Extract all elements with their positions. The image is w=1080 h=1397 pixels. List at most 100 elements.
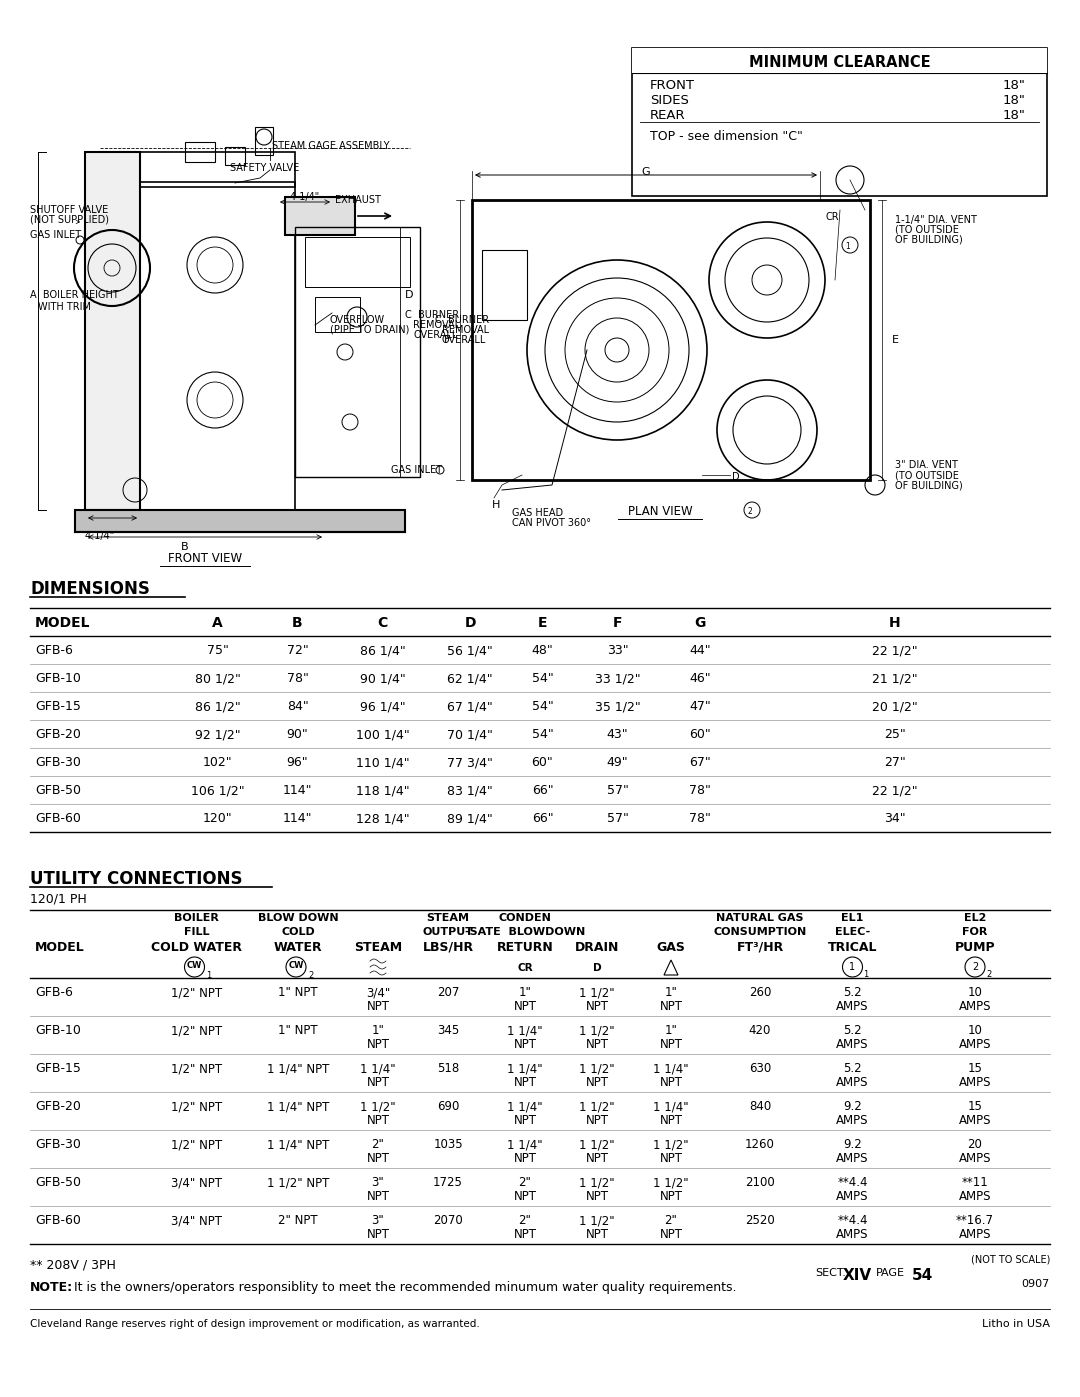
Text: 2" NPT: 2" NPT bbox=[279, 1214, 318, 1227]
Text: 1 1/2": 1 1/2" bbox=[653, 1139, 689, 1151]
Text: 1 1/2": 1 1/2" bbox=[653, 1176, 689, 1189]
Bar bbox=[472, 200, 870, 481]
Text: WATER: WATER bbox=[273, 942, 322, 954]
Text: NPT: NPT bbox=[366, 1113, 390, 1127]
Text: (PIPE TO DRAIN): (PIPE TO DRAIN) bbox=[330, 326, 409, 335]
Text: 1/2" NPT: 1/2" NPT bbox=[171, 1139, 222, 1151]
Text: 2": 2" bbox=[372, 1139, 384, 1151]
Text: 1" NPT: 1" NPT bbox=[279, 986, 318, 999]
Text: NPT: NPT bbox=[660, 1113, 683, 1127]
Text: 25": 25" bbox=[885, 728, 906, 740]
Text: AMPS: AMPS bbox=[836, 1038, 868, 1051]
Text: G: G bbox=[694, 616, 705, 630]
Text: 46": 46" bbox=[689, 672, 711, 685]
Text: 1": 1" bbox=[664, 986, 677, 999]
Text: A  BOILER HEIGHT: A BOILER HEIGHT bbox=[30, 291, 119, 300]
Text: 1: 1 bbox=[846, 242, 850, 251]
Bar bbox=[85, 152, 140, 510]
Text: COLD WATER: COLD WATER bbox=[151, 942, 242, 954]
Text: 47": 47" bbox=[689, 700, 711, 712]
Text: SHUTOFF VALVE: SHUTOFF VALVE bbox=[30, 205, 108, 215]
Text: EL2: EL2 bbox=[963, 914, 986, 923]
Text: 1 1/2": 1 1/2" bbox=[579, 1139, 615, 1151]
Text: NPT: NPT bbox=[660, 1000, 683, 1013]
Text: 2: 2 bbox=[747, 507, 753, 515]
Text: ELEC-: ELEC- bbox=[835, 928, 870, 937]
Text: STEAM: STEAM bbox=[427, 914, 470, 923]
Text: 5.2: 5.2 bbox=[843, 1024, 862, 1037]
Text: PLAN VIEW: PLAN VIEW bbox=[627, 504, 692, 518]
Text: NPT: NPT bbox=[513, 1076, 537, 1090]
Bar bbox=[632, 47, 1047, 73]
Bar bbox=[305, 237, 410, 286]
Text: 78": 78" bbox=[689, 784, 711, 798]
Text: OUTPUT: OUTPUT bbox=[422, 928, 473, 937]
Text: 70 1/4": 70 1/4" bbox=[447, 728, 492, 740]
Text: 120": 120" bbox=[203, 812, 232, 826]
Text: GFB-50: GFB-50 bbox=[35, 1176, 81, 1189]
Text: OF BUILDING): OF BUILDING) bbox=[895, 481, 962, 490]
Text: D: D bbox=[405, 291, 414, 300]
Text: 75": 75" bbox=[206, 644, 229, 657]
Text: 207: 207 bbox=[436, 986, 459, 999]
Text: MINIMUM CLEARANCE: MINIMUM CLEARANCE bbox=[748, 54, 930, 70]
Text: **11: **11 bbox=[961, 1176, 988, 1189]
Text: NPT: NPT bbox=[585, 1038, 608, 1051]
Text: 2: 2 bbox=[986, 970, 991, 979]
Text: 22 1/2": 22 1/2" bbox=[873, 644, 918, 657]
Text: 1 1/2": 1 1/2" bbox=[579, 1099, 615, 1113]
Text: 4 1/4": 4 1/4" bbox=[85, 531, 114, 541]
Text: GAS: GAS bbox=[657, 942, 686, 954]
Text: 1 1/4": 1 1/4" bbox=[508, 1099, 543, 1113]
Text: 1 1/4" NPT: 1 1/4" NPT bbox=[267, 1139, 329, 1151]
Text: 83 1/4": 83 1/4" bbox=[447, 784, 492, 798]
Text: FT³/HR: FT³/HR bbox=[737, 942, 784, 954]
Text: 49": 49" bbox=[607, 756, 629, 768]
Text: 1 1/4": 1 1/4" bbox=[508, 1024, 543, 1037]
Text: FRONT VIEW: FRONT VIEW bbox=[167, 552, 242, 564]
Text: 2": 2" bbox=[518, 1214, 531, 1227]
Text: 1": 1" bbox=[518, 986, 531, 999]
Text: 89 1/4": 89 1/4" bbox=[447, 812, 492, 826]
Text: 9.2: 9.2 bbox=[843, 1139, 862, 1151]
Text: Litho in USA: Litho in USA bbox=[982, 1319, 1050, 1329]
Text: NATURAL GAS: NATURAL GAS bbox=[716, 914, 804, 923]
Text: 90": 90" bbox=[286, 728, 309, 740]
Text: NPT: NPT bbox=[513, 1038, 537, 1051]
Bar bbox=[140, 152, 295, 187]
Text: 1 1/4": 1 1/4" bbox=[653, 1062, 689, 1076]
Text: C  BURNER: C BURNER bbox=[435, 314, 489, 326]
Text: 110 1/4": 110 1/4" bbox=[355, 756, 409, 768]
Text: 18": 18" bbox=[1002, 80, 1025, 92]
Text: REAR: REAR bbox=[650, 109, 686, 122]
Text: 10: 10 bbox=[968, 1024, 983, 1037]
Text: 1: 1 bbox=[864, 970, 868, 979]
Text: It is the owners/operators responsiblity to meet the recommended minumum water q: It is the owners/operators responsiblity… bbox=[75, 1281, 737, 1294]
Text: 5.2: 5.2 bbox=[843, 1062, 862, 1076]
Text: 77 3/4": 77 3/4" bbox=[447, 756, 492, 768]
Text: GFB-60: GFB-60 bbox=[35, 1214, 81, 1227]
Text: 2": 2" bbox=[518, 1176, 531, 1189]
Text: NPT: NPT bbox=[585, 1000, 608, 1013]
Text: 57": 57" bbox=[607, 784, 629, 798]
Text: 2: 2 bbox=[308, 971, 313, 981]
Text: G: G bbox=[642, 168, 650, 177]
Text: 1-1/4" DIA. VENT: 1-1/4" DIA. VENT bbox=[895, 215, 977, 225]
Text: **4.4: **4.4 bbox=[837, 1214, 867, 1227]
Text: AMPS: AMPS bbox=[959, 1190, 991, 1203]
Text: 20 1/2": 20 1/2" bbox=[873, 700, 918, 712]
Text: 106 1/2": 106 1/2" bbox=[191, 784, 244, 798]
Text: 3": 3" bbox=[372, 1176, 384, 1189]
Text: DIMENSIONS: DIMENSIONS bbox=[30, 580, 150, 598]
Text: 260: 260 bbox=[748, 986, 771, 999]
Text: GFB-60: GFB-60 bbox=[35, 812, 81, 826]
Text: Cleveland Range reserves right of design improvement or modification, as warrant: Cleveland Range reserves right of design… bbox=[30, 1319, 480, 1329]
Text: 1 1/2": 1 1/2" bbox=[579, 1024, 615, 1037]
Text: 9.2: 9.2 bbox=[843, 1099, 862, 1113]
Text: F: F bbox=[612, 616, 622, 630]
Text: STEAM: STEAM bbox=[354, 942, 402, 954]
Text: OVERALL: OVERALL bbox=[413, 330, 457, 339]
Text: 114": 114" bbox=[283, 784, 312, 798]
Text: 2520: 2520 bbox=[745, 1214, 774, 1227]
Text: 34": 34" bbox=[885, 812, 906, 826]
